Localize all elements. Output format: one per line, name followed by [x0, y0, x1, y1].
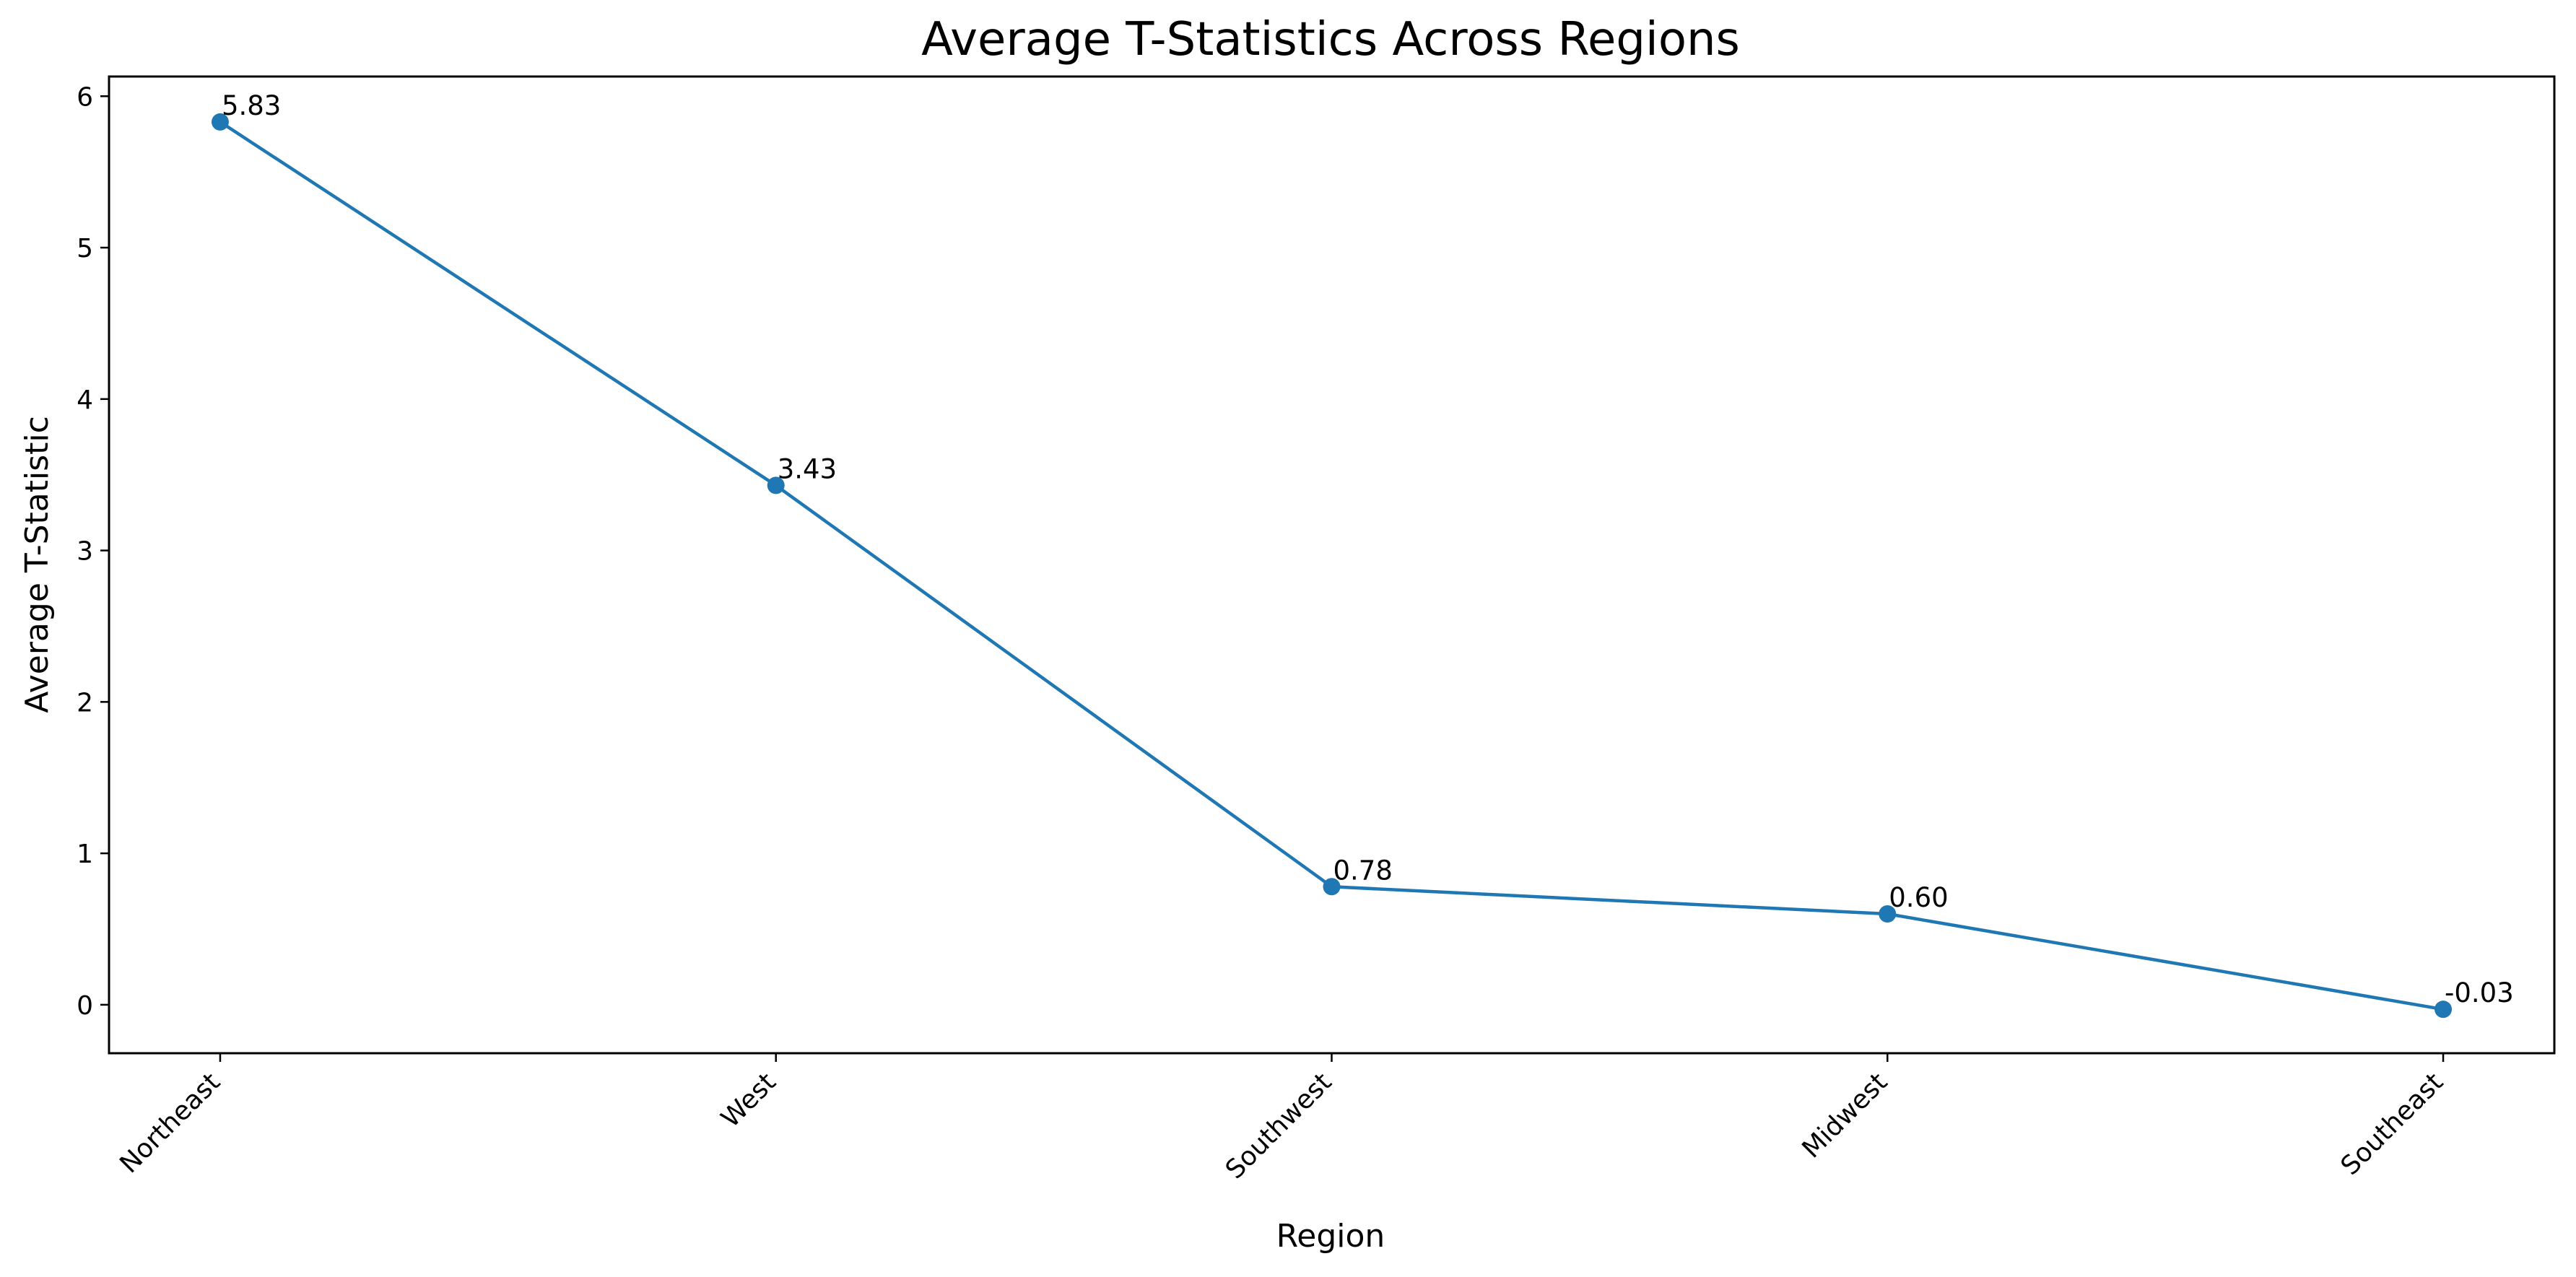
- data-label: 0.60: [1889, 882, 1948, 913]
- data-label: 3.43: [778, 453, 837, 484]
- chart-title: Average T-Statistics Across Regions: [921, 13, 1740, 66]
- y-axis-title: Average T-Statistic: [19, 416, 56, 713]
- y-tick-label: 6: [77, 82, 93, 112]
- data-point: [2434, 1001, 2453, 1019]
- data-point: [1879, 905, 1897, 923]
- x-axis-title: Region: [1276, 1218, 1385, 1255]
- y-tick-label: 4: [77, 385, 93, 415]
- data-label: 0.78: [1333, 855, 1393, 886]
- y-tick-label: 1: [77, 840, 93, 869]
- y-tick-label: 2: [77, 688, 93, 718]
- data-point: [211, 113, 229, 131]
- data-point: [767, 476, 785, 494]
- y-tick-label: 0: [77, 991, 93, 1021]
- data-label: -0.03: [2445, 977, 2514, 1008]
- data-label: 5.83: [222, 90, 281, 121]
- data-point: [1323, 878, 1341, 896]
- y-tick-label: 3: [77, 537, 93, 567]
- y-tick-label: 5: [77, 234, 93, 263]
